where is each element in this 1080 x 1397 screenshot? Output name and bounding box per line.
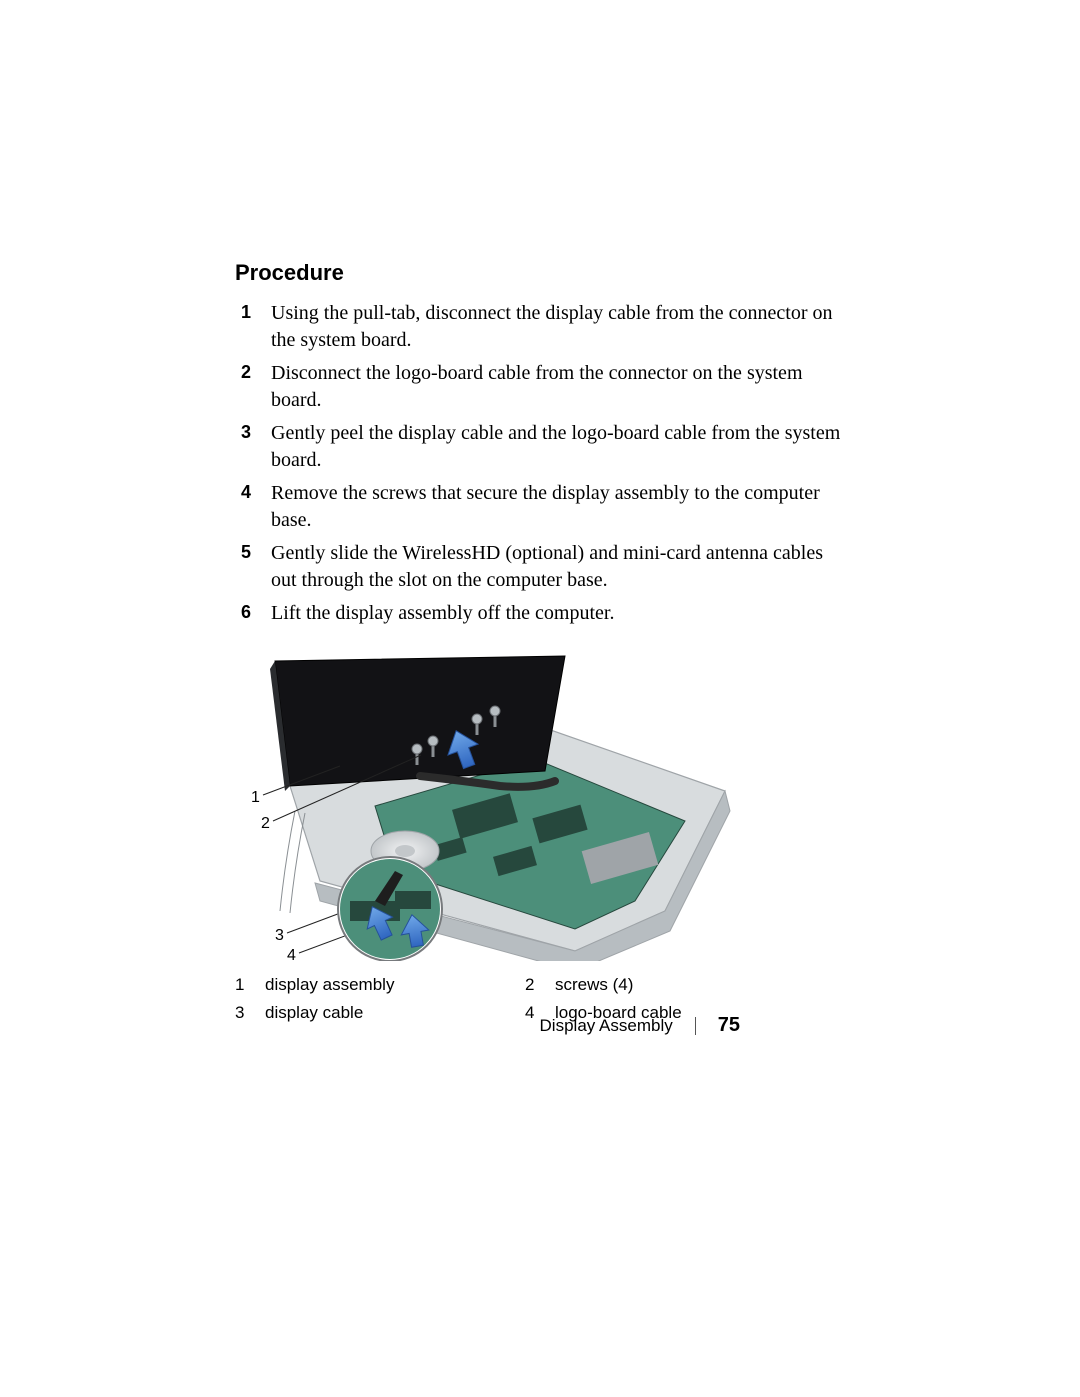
display-panel bbox=[275, 656, 565, 786]
footer-section: Display Assembly bbox=[540, 1016, 673, 1036]
step-3: Gently peel the display cable and the lo… bbox=[235, 420, 845, 474]
figure-svg bbox=[235, 651, 735, 961]
footer-divider bbox=[695, 1017, 696, 1035]
page-footer: Display Assembly 75 bbox=[540, 1014, 740, 1037]
step-1: Using the pull-tab, disconnect the displ… bbox=[235, 300, 845, 354]
procedure-list: Using the pull-tab, disconnect the displ… bbox=[235, 300, 845, 627]
magnified-inset bbox=[338, 857, 442, 961]
legend-label-2: screws (4) bbox=[555, 975, 805, 995]
callout-3: 3 bbox=[275, 927, 284, 945]
step-2: Disconnect the logo-board cable from the… bbox=[235, 360, 845, 414]
step-4: Remove the screws that secure the displa… bbox=[235, 480, 845, 534]
procedure-heading: Procedure bbox=[235, 260, 845, 286]
legend-num-2: 2 bbox=[525, 975, 545, 995]
footer-page-number: 75 bbox=[718, 1014, 740, 1037]
legend-label-3: display cable bbox=[265, 1003, 515, 1023]
callout-4: 4 bbox=[287, 947, 296, 965]
step-6: Lift the display assembly off the comput… bbox=[235, 600, 845, 627]
step-5: Gently slide the WirelessHD (optional) a… bbox=[235, 540, 845, 594]
legend-num-3: 3 bbox=[235, 1003, 255, 1023]
figure: 1 2 3 4 bbox=[235, 651, 735, 961]
legend-num-1: 1 bbox=[235, 975, 255, 995]
antenna-wires bbox=[280, 811, 295, 911]
callout-1: 1 bbox=[251, 789, 260, 807]
legend-label-1: display assembly bbox=[265, 975, 515, 995]
callout-2: 2 bbox=[261, 815, 270, 833]
